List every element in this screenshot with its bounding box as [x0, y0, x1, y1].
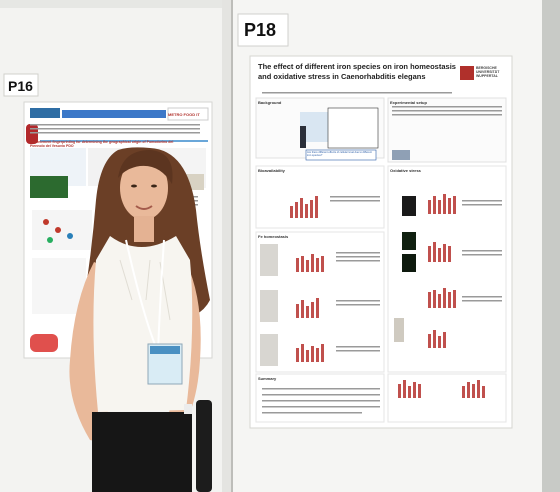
poster-p18-question-box: Are there different effects of cellular …	[307, 151, 372, 157]
poster-p18-section-oxidative-stress: Oxidative stress	[390, 168, 421, 173]
p16-label-card	[3, 73, 39, 97]
poster-p16-logo-text: METRO FOOD IT	[168, 112, 200, 117]
poster-p18-title-line1: The effect of different iron species on …	[258, 62, 456, 71]
poster-p16-title: Multielement fingerprinting for determin…	[30, 140, 174, 148]
person	[69, 147, 210, 492]
poster-bar-charts	[290, 194, 485, 398]
p18-label-card	[237, 13, 289, 47]
poster-p18-university-logo-text: BERGISCHE UNIVERSITÄT WUPPERTAL	[476, 66, 500, 78]
p18-board-label: P18	[244, 20, 277, 40]
poster-p18-section-bioavailability: Bioavailability	[258, 168, 285, 173]
poster-text-lines	[30, 92, 502, 414]
poster-p18-section-summary: Summary	[258, 376, 277, 381]
poster-p18-title-line2: and oxidative stress in Caenorhabditis e…	[258, 72, 426, 81]
p16-board-label: P16	[8, 78, 33, 94]
black-stand	[196, 400, 212, 492]
poster-p18	[249, 55, 513, 429]
poster-p18-section-fe-homeostasis: Fe homeostasis	[258, 234, 289, 239]
poster-p18-section-background: Background	[258, 100, 282, 105]
poster-p18-section-experimental-setup: Experimental setup	[390, 100, 427, 105]
